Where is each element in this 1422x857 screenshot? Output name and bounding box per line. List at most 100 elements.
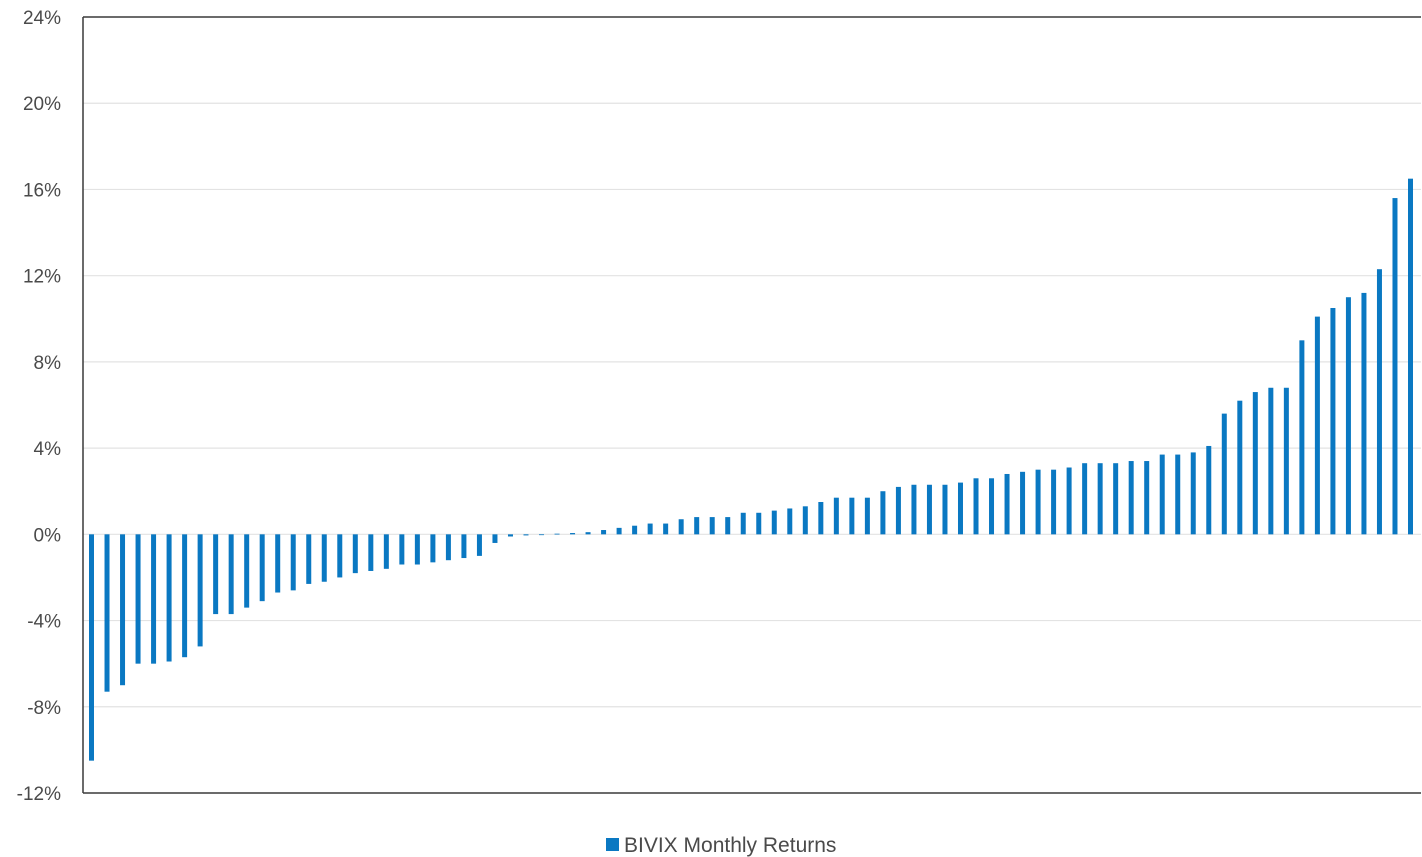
bar xyxy=(182,534,188,658)
bar xyxy=(213,534,219,615)
bar xyxy=(756,512,762,535)
bar xyxy=(632,525,638,535)
bar xyxy=(306,534,312,584)
bar xyxy=(1113,463,1119,535)
bar xyxy=(911,484,917,535)
bar xyxy=(259,534,265,602)
bar xyxy=(1004,473,1010,535)
bar xyxy=(507,534,513,537)
bars xyxy=(89,178,1413,761)
bar xyxy=(663,523,669,535)
bar xyxy=(647,523,653,535)
bar xyxy=(414,534,420,565)
y-tick-label: -12% xyxy=(17,784,61,805)
bar xyxy=(771,510,777,535)
y-tick-label: 24% xyxy=(23,8,61,29)
bar xyxy=(942,484,948,535)
bar xyxy=(601,530,607,535)
bar xyxy=(228,534,234,615)
bar xyxy=(616,527,622,535)
bar xyxy=(1035,469,1041,535)
bar xyxy=(818,502,824,535)
y-tick-label: 20% xyxy=(23,94,61,115)
bar xyxy=(1299,340,1305,535)
bar xyxy=(1128,461,1134,535)
y-tick-label: 16% xyxy=(23,180,61,201)
bar xyxy=(399,534,405,565)
bar xyxy=(290,534,296,591)
bar xyxy=(430,534,436,563)
bar xyxy=(104,534,110,692)
bar xyxy=(368,534,374,571)
bar xyxy=(554,533,560,535)
bar xyxy=(445,534,451,561)
bar xyxy=(89,534,94,761)
bar xyxy=(1175,454,1181,535)
bar xyxy=(135,534,141,664)
bar xyxy=(383,534,389,569)
y-tick-label: 12% xyxy=(23,267,61,288)
bar xyxy=(1283,387,1289,535)
y-tick-label: 4% xyxy=(34,439,62,460)
y-tick-label: 0% xyxy=(34,525,62,546)
bar xyxy=(120,534,126,686)
y-tick-label: -8% xyxy=(27,698,61,719)
bar xyxy=(957,482,963,535)
bar xyxy=(1361,292,1367,535)
y-axis-tick-labels: 24% 20% 16% 12% 8% 4% 0% -4% -8% -12% xyxy=(17,8,61,805)
bar xyxy=(725,517,731,535)
bar xyxy=(1097,463,1103,535)
bar xyxy=(1159,454,1165,535)
bar xyxy=(895,486,901,535)
bar xyxy=(1237,400,1243,535)
bar xyxy=(1392,198,1398,535)
gridlines xyxy=(83,102,1421,708)
bar xyxy=(989,478,995,535)
bar xyxy=(539,534,545,536)
bar xyxy=(1330,308,1336,535)
axes xyxy=(82,16,1421,794)
bar xyxy=(1051,469,1057,535)
legend: BIVIX Monthly Returns xyxy=(606,834,836,857)
bar xyxy=(709,517,715,535)
bar xyxy=(740,512,746,535)
bar xyxy=(523,534,529,536)
bar xyxy=(1268,387,1274,535)
y-tick-label: 8% xyxy=(34,353,62,374)
bar xyxy=(926,484,932,535)
bar xyxy=(1206,445,1212,535)
bar xyxy=(1221,413,1227,535)
bar xyxy=(880,491,886,535)
bar xyxy=(833,497,839,535)
bar xyxy=(1408,178,1413,535)
bar xyxy=(1082,463,1088,535)
bar xyxy=(694,517,700,535)
bar xyxy=(585,532,591,535)
bar xyxy=(151,534,157,664)
bar xyxy=(1345,297,1351,535)
bar xyxy=(678,519,684,535)
bar xyxy=(476,534,482,556)
bar xyxy=(352,534,358,574)
bar xyxy=(321,534,327,582)
bar xyxy=(787,508,793,535)
bar xyxy=(1376,269,1382,535)
bar xyxy=(461,534,467,559)
bar xyxy=(337,534,343,578)
bar xyxy=(570,533,576,535)
bar xyxy=(275,534,281,593)
bar xyxy=(1314,316,1320,535)
legend-swatch xyxy=(606,838,619,851)
bar xyxy=(1190,452,1196,535)
bar xyxy=(864,497,870,535)
bar xyxy=(802,506,808,535)
legend-label: BIVIX Monthly Returns xyxy=(624,834,836,857)
bar xyxy=(1144,461,1150,535)
bar xyxy=(166,534,172,662)
y-tick-label: -4% xyxy=(27,612,61,633)
bar xyxy=(1020,471,1026,535)
bar xyxy=(973,478,979,535)
bar xyxy=(849,497,855,535)
bar xyxy=(197,534,203,647)
